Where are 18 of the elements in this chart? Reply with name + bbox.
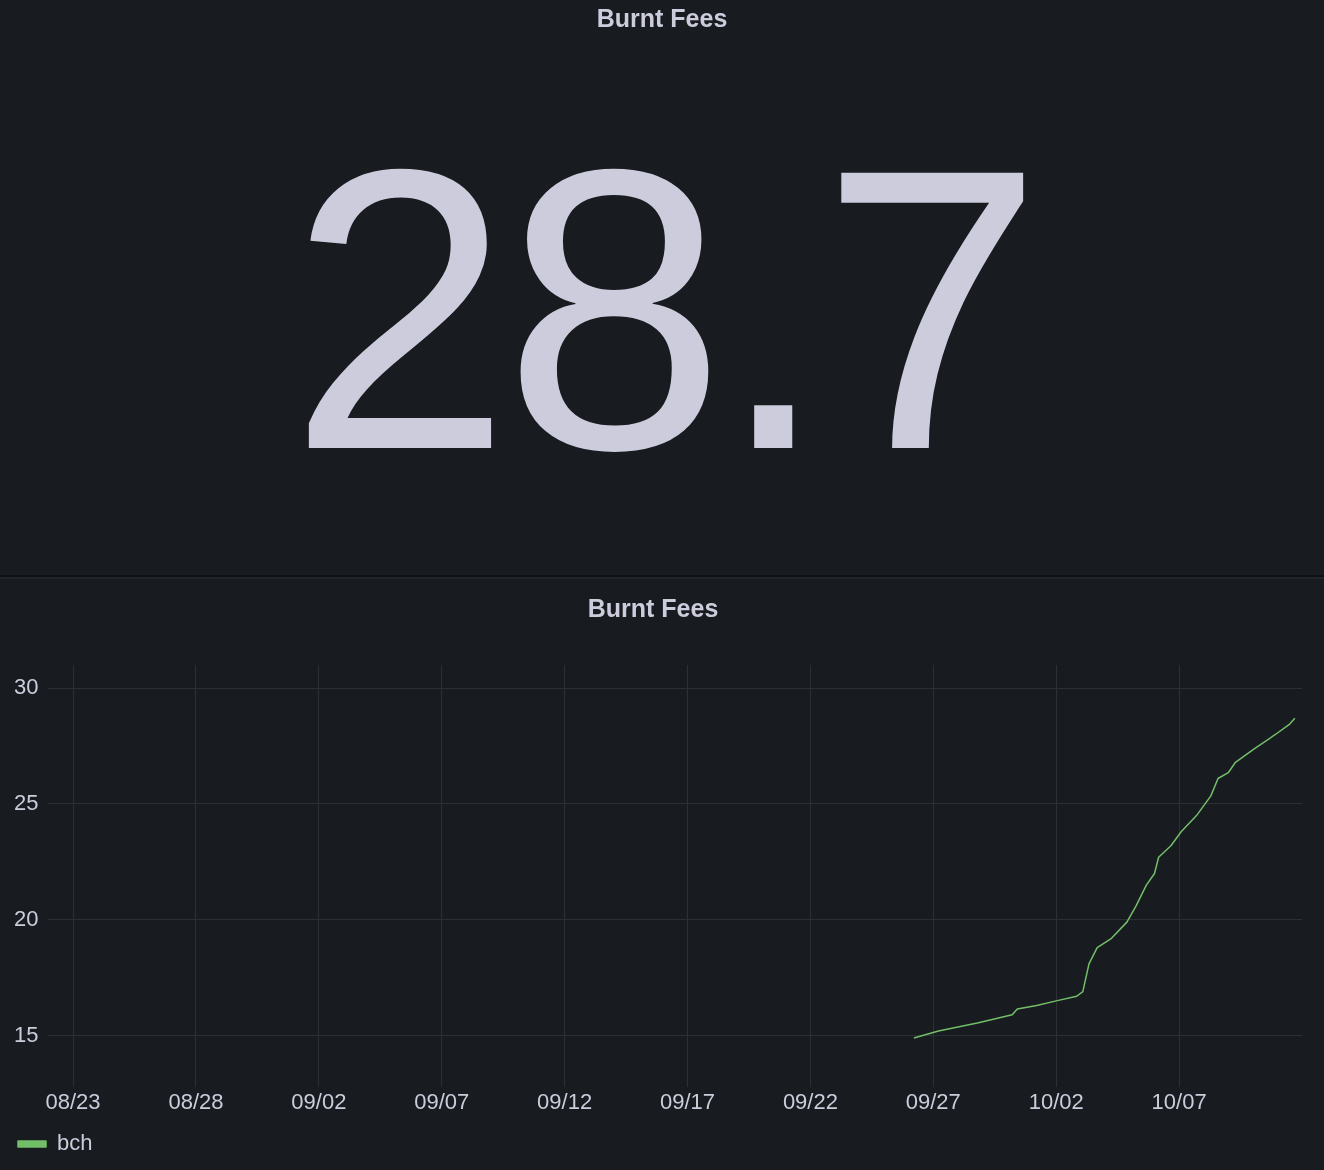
x-tick-label: 09/22 xyxy=(782,1088,838,1114)
x-tick-label: 08/23 xyxy=(45,1088,101,1114)
y-tick-label: 30 xyxy=(13,674,39,700)
x-tick-label: 09/27 xyxy=(905,1088,961,1114)
y-tick-label: 20 xyxy=(13,905,39,931)
x-tick-label: 09/17 xyxy=(659,1088,716,1114)
x-tick-label: 10/02 xyxy=(1028,1088,1084,1114)
x-tick-label: 10/07 xyxy=(1151,1088,1207,1114)
legend-label: bch xyxy=(57,1130,93,1156)
text: 28.7 xyxy=(287,85,1037,535)
text: Burnt Fees xyxy=(595,4,729,33)
y-tick-label: 15 xyxy=(13,1021,39,1047)
y-tick-label: 25 xyxy=(13,790,39,816)
chart-title: Burnt Fees xyxy=(587,593,719,622)
x-tick-label: 08/28 xyxy=(168,1088,224,1114)
x-tick-label: 09/02 xyxy=(291,1088,347,1114)
x-tick-label: 09/07 xyxy=(414,1088,470,1114)
x-tick-label: 09/12 xyxy=(537,1088,593,1114)
